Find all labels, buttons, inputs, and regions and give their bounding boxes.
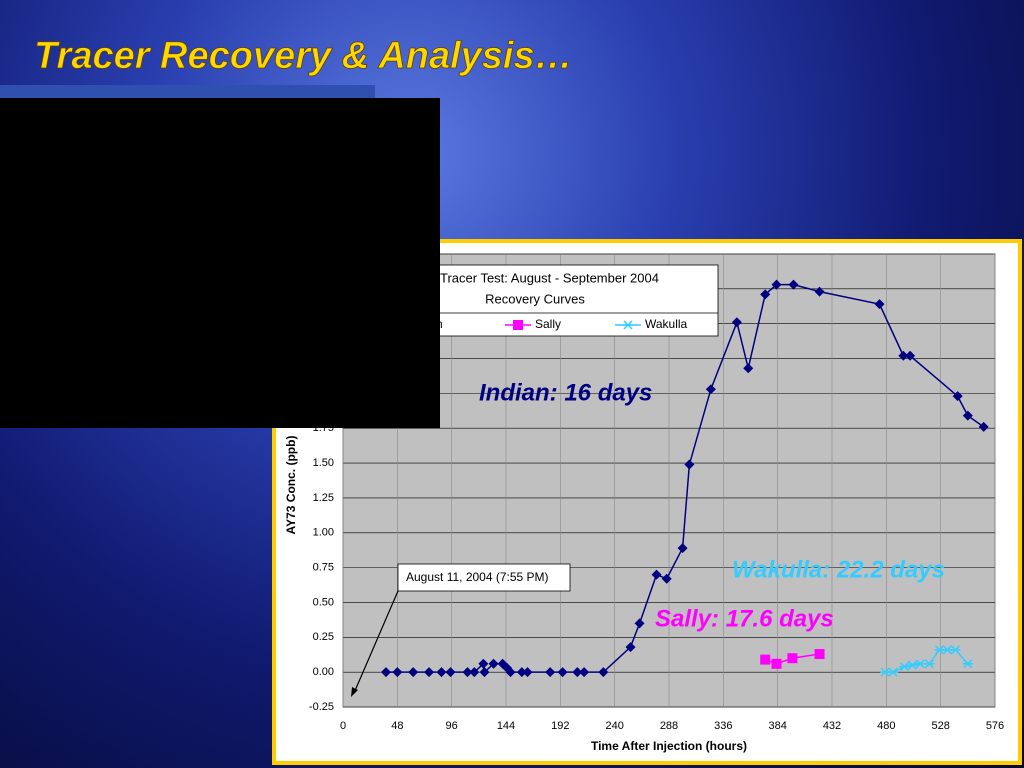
data-point [907,660,918,670]
data-point [950,645,961,655]
y-tick-label: 1.50 [313,457,334,469]
x-tick-label: 576 [986,720,1004,732]
annotation: Sally: 17.6 days [655,605,834,632]
data-point [924,659,935,669]
data-point [661,573,672,584]
data-point [436,667,447,678]
y-tick-label: 1.00 [313,527,334,539]
x-tick-label: 48 [391,720,403,732]
series-line [764,653,820,665]
data-point [392,667,403,678]
y-tick-label: -0.25 [309,701,334,713]
y-tick-label: 0.25 [313,631,334,643]
data-point [478,658,489,669]
data-point [505,667,516,678]
data-point [874,299,885,310]
data-point [760,654,771,665]
data-point [915,659,926,669]
data-point [462,667,473,678]
callout-arrowhead [351,687,358,697]
data-point [771,658,782,669]
data-point [899,662,910,672]
y-tick-label: 0.50 [313,596,334,608]
x-tick-label: 528 [931,720,949,732]
data-point [705,384,716,395]
data-point [684,459,695,470]
data-point [572,667,583,678]
x-tick-label: 240 [605,720,623,732]
data-point [888,667,899,677]
x-tick-label: 192 [551,720,569,732]
data-point [557,667,568,678]
data-point [516,667,527,678]
x-tick-label: 96 [446,720,458,732]
legend-label: Wakulla [645,317,688,331]
data-point [787,653,798,664]
data-point [579,667,590,678]
chart-title-box [394,264,719,337]
x-tick-label: 480 [877,720,895,732]
data-point [598,667,609,678]
data-point [905,350,916,361]
x-axis-label: Time After Injection (hours) [591,739,747,753]
data-point [788,279,799,290]
data-point [625,642,636,653]
callout-box [397,563,571,592]
header-bar [0,85,375,99]
chart-title: Tracer Test: August - September 2004 [440,270,659,285]
data-point [898,350,909,361]
legend-marker [513,320,523,330]
x-tick-label: 144 [497,720,515,732]
data-point [469,667,480,678]
annotation: Indian: 16 days [479,379,652,406]
data-point [522,667,533,678]
data-point [677,543,688,554]
data-point [731,317,742,328]
y-tick-label: 1.25 [313,492,334,504]
data-point [381,667,392,678]
chart-title: Recovery Curves [485,291,585,306]
callout-arrow [353,590,399,694]
data-point [814,649,825,660]
data-point [488,658,499,669]
data-point [479,667,490,678]
x-tick-label: 336 [714,720,732,732]
data-point [545,667,556,678]
data-point [771,279,782,290]
data-point [408,667,419,678]
y-axis-label: AY73 Conc. (ppb) [284,436,298,535]
x-tick-label: 384 [768,720,786,732]
annotation: Wakulla: 22.2 days [732,556,945,583]
x-tick-label: 288 [660,720,678,732]
x-tick-label: 0 [340,720,346,732]
callout-text: August 11, 2004 (7:55 PM) [406,570,549,584]
legend-marker [623,320,633,330]
data-point [634,618,645,629]
data-point [424,667,435,678]
data-point [978,421,989,432]
x-tick-label: 432 [823,720,841,732]
data-point [814,286,825,297]
y-tick-label: 0.00 [313,666,334,678]
data-point [651,569,662,580]
data-point [760,289,771,300]
data-point [962,659,973,669]
legend-label: Sally [535,317,561,331]
redaction-box [0,98,440,428]
data-point [445,667,456,678]
data-point [952,391,963,402]
slide-title: Tracer Recovery & Analysis… [34,35,573,77]
y-tick-label: 0.75 [313,562,334,574]
data-point [962,410,973,421]
data-point [743,363,754,374]
